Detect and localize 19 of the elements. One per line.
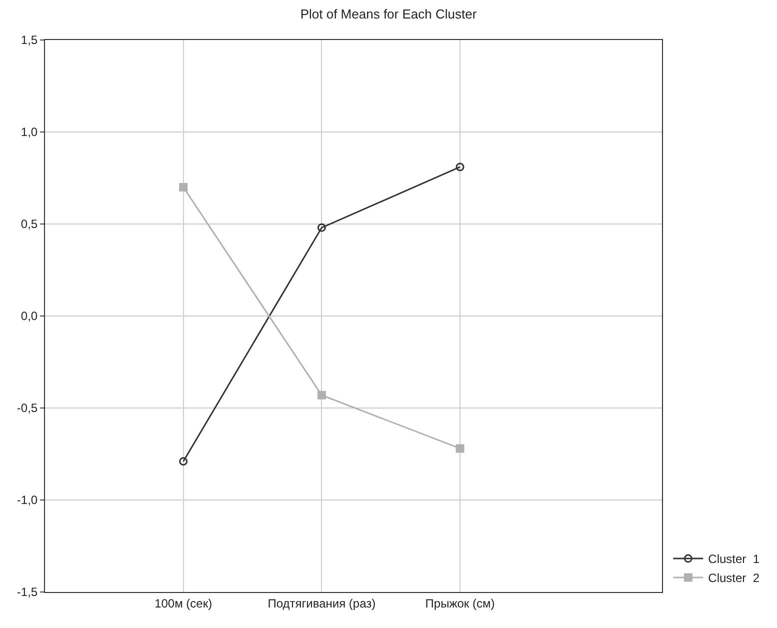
y-tick-label: 1,0 (20, 125, 38, 140)
point (179, 182, 188, 192)
y-tick-label: 0,5 (20, 217, 38, 232)
legend-label: Cluster 2 (708, 571, 760, 586)
x-tick-label: Прыжок (см) (425, 596, 495, 610)
chart-title: Plot of Means for Each Cluster (300, 6, 478, 22)
x-tick-label: Подтягивания (раз) (268, 596, 376, 610)
point (456, 162, 464, 172)
y-tick-label: -1,5 (16, 585, 38, 600)
x-tick-label: 100м (сек) (154, 596, 212, 610)
y-tick-label: 0,0 (20, 309, 38, 324)
y-tick-label: -0,5 (16, 401, 38, 416)
legend-label: Cluster 1 (708, 552, 760, 566)
y-tick-label: 1,5 (20, 33, 38, 48)
point (317, 223, 326, 232)
point (456, 444, 464, 453)
point (317, 390, 326, 400)
y-tick-label: -1,0 (16, 493, 38, 508)
point (179, 457, 188, 466)
